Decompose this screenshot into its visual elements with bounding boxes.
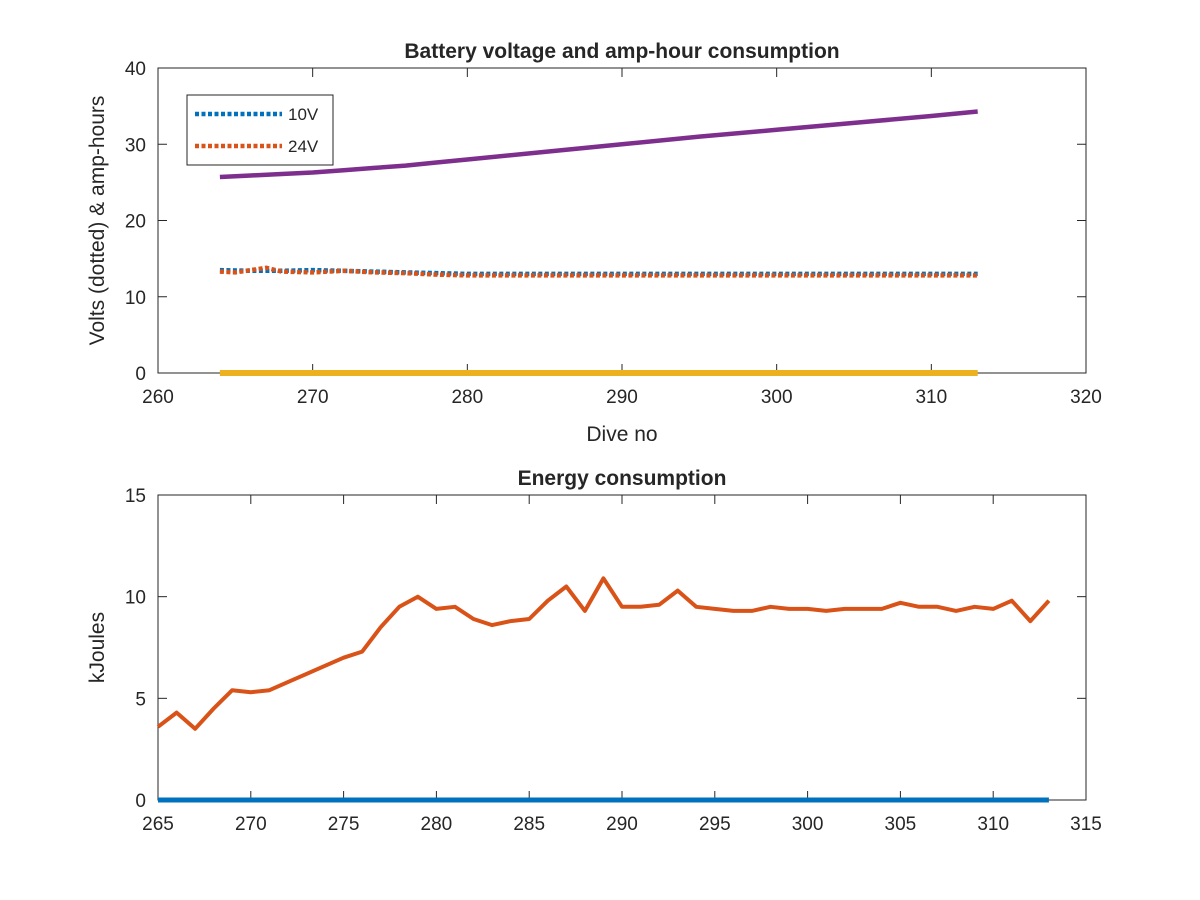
x-tick-label: 265: [142, 814, 174, 835]
x-tick-label: 285: [513, 814, 545, 835]
y-axis-label: Volts (dotted) & amp-hours: [86, 96, 109, 346]
y-tick-label: 20: [125, 212, 146, 233]
x-tick-label: 295: [699, 814, 731, 835]
x-tick-label: 300: [761, 387, 793, 408]
y-tick-label: 30: [125, 135, 146, 156]
legend-box: [186, 94, 334, 166]
x-tick-label: 270: [235, 814, 267, 835]
y-tick-label: 10: [125, 288, 146, 309]
x-tick-label: 280: [421, 814, 453, 835]
legend-label: 10V: [288, 105, 319, 124]
y-tick-label: 0: [135, 791, 146, 812]
x-tick-label: 270: [297, 387, 329, 408]
voltage-amphour-chart: 260 270 280 290 300 310 320 0 10 20 30 40 Battery vo…: [86, 40, 1102, 446]
x-axis-label: Dive no: [586, 423, 657, 446]
x-tick-label: 290: [606, 814, 638, 835]
energy-chart: 265 270 275 280 285 290 295 300 305 310 315 0 5 10 15 E…: [86, 467, 1102, 835]
x-tick-label: 300: [792, 814, 824, 835]
chart-title: Battery voltage and amp-hour consumption: [404, 40, 839, 63]
series-line-series-2: [156, 576, 1051, 731]
x-tick-label: 310: [977, 814, 1009, 835]
series-line-series-4: [219, 109, 978, 180]
y-tick-label: 0: [135, 364, 146, 385]
y-tick-label: 15: [125, 486, 146, 507]
x-tick-label: 280: [451, 387, 483, 408]
x-tick-label: 310: [915, 387, 947, 408]
y-tick-label: 40: [125, 59, 146, 80]
legend: 10V 24V: [186, 94, 334, 166]
x-tick-label: 275: [328, 814, 360, 835]
x-tick-label: 305: [885, 814, 917, 835]
y-tick-label: 5: [135, 689, 146, 710]
x-tick-label: 320: [1070, 387, 1102, 408]
plot-area: [157, 494, 1087, 801]
y-tick-label: 10: [125, 588, 146, 609]
x-tick-label: 260: [142, 387, 174, 408]
y-axis-label: kJoules: [86, 612, 109, 683]
x-tick-label: 290: [606, 387, 638, 408]
chart-title: Energy consumption: [518, 467, 727, 490]
x-tick-label: 315: [1070, 814, 1102, 835]
series-line-24v: [219, 265, 978, 278]
legend-label: 24V: [288, 137, 319, 156]
